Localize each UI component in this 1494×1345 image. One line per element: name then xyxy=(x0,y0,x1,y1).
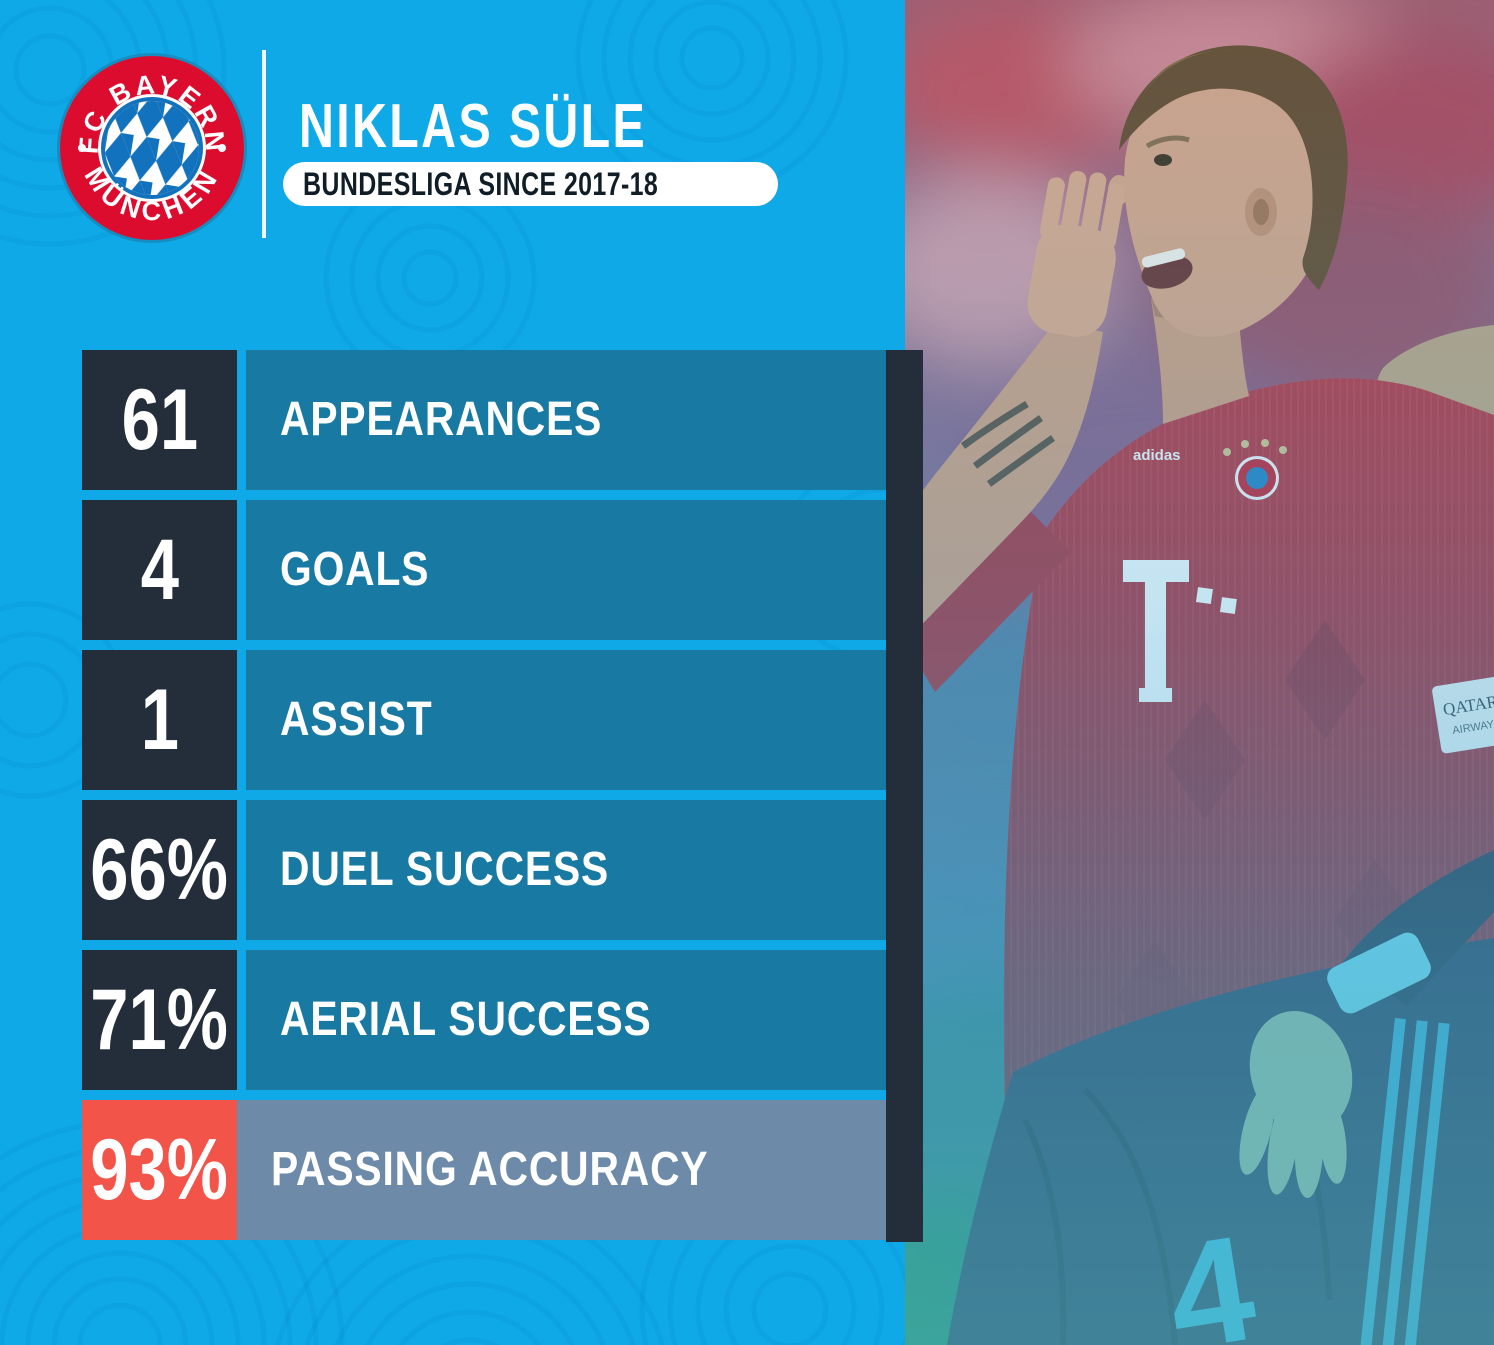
stats-list: 61 APPEARANCES 4 GOALS 1 ASSIST xyxy=(82,350,886,1250)
stats-panel-spine xyxy=(886,350,923,1242)
stat-value-box: 61 xyxy=(82,350,237,490)
competition-badge-label: BUNDESLIGA SINCE 2017-18 xyxy=(303,166,659,202)
stat-value-box: 71% xyxy=(82,950,237,1090)
stat-row-appearances: 61 APPEARANCES xyxy=(82,350,886,490)
stat-row-aerial-success: 71% AERIAL SUCCESS xyxy=(82,950,886,1090)
stat-label: APPEARANCES xyxy=(280,393,603,446)
stat-value: 71% xyxy=(90,972,229,1068)
stat-row-passing-accuracy: 93% PASSING ACCURACY xyxy=(82,1100,886,1240)
stat-value-box: 1 xyxy=(82,650,237,790)
stat-row-duel-success: 66% DUEL SUCCESS xyxy=(82,800,886,940)
stat-row-gap xyxy=(237,800,246,940)
stat-label: PASSING ACCURACY xyxy=(271,1143,709,1196)
stat-label-bar: ASSIST xyxy=(246,650,886,790)
stat-value: 61 xyxy=(121,372,198,468)
player-photo: adidas QATAR AIRWAYS xyxy=(905,0,1494,1345)
stat-label-bar-highlight: PASSING ACCURACY xyxy=(237,1100,886,1240)
stat-value: 66% xyxy=(90,822,229,918)
stat-row-gap xyxy=(237,500,246,640)
stat-label: AERIAL SUCCESS xyxy=(280,993,652,1046)
stat-label: ASSIST xyxy=(280,693,433,746)
stat-label: GOALS xyxy=(280,543,430,596)
stat-row-gap xyxy=(237,350,246,490)
stat-value-box: 66% xyxy=(82,800,237,940)
competition-badge: BUNDESLIGA SINCE 2017-18 xyxy=(283,162,779,206)
stat-value: 4 xyxy=(140,522,179,618)
stat-row-goals: 4 GOALS xyxy=(82,500,886,640)
stat-value-box-highlight: 93% xyxy=(82,1100,237,1240)
page-title: NIKLAS SÜLE xyxy=(299,92,648,161)
stat-label-bar: AERIAL SUCCESS xyxy=(246,950,886,1090)
stat-row-gap xyxy=(237,650,246,790)
fc-bayern-crest: FC BAYERN MÜNCHEN xyxy=(57,53,247,243)
stat-value-box: 4 xyxy=(82,500,237,640)
stat-row-gap xyxy=(237,950,246,1090)
stat-label: DUEL SUCCESS xyxy=(280,843,610,896)
stat-row-assist: 1 ASSIST xyxy=(82,650,886,790)
stat-label-bar: DUEL SUCCESS xyxy=(246,800,886,940)
stat-value: 93% xyxy=(90,1122,229,1218)
header-divider xyxy=(262,50,266,238)
stat-value: 1 xyxy=(140,672,179,768)
stat-label-bar: GOALS xyxy=(246,500,886,640)
stat-label-bar: APPEARANCES xyxy=(246,350,886,490)
